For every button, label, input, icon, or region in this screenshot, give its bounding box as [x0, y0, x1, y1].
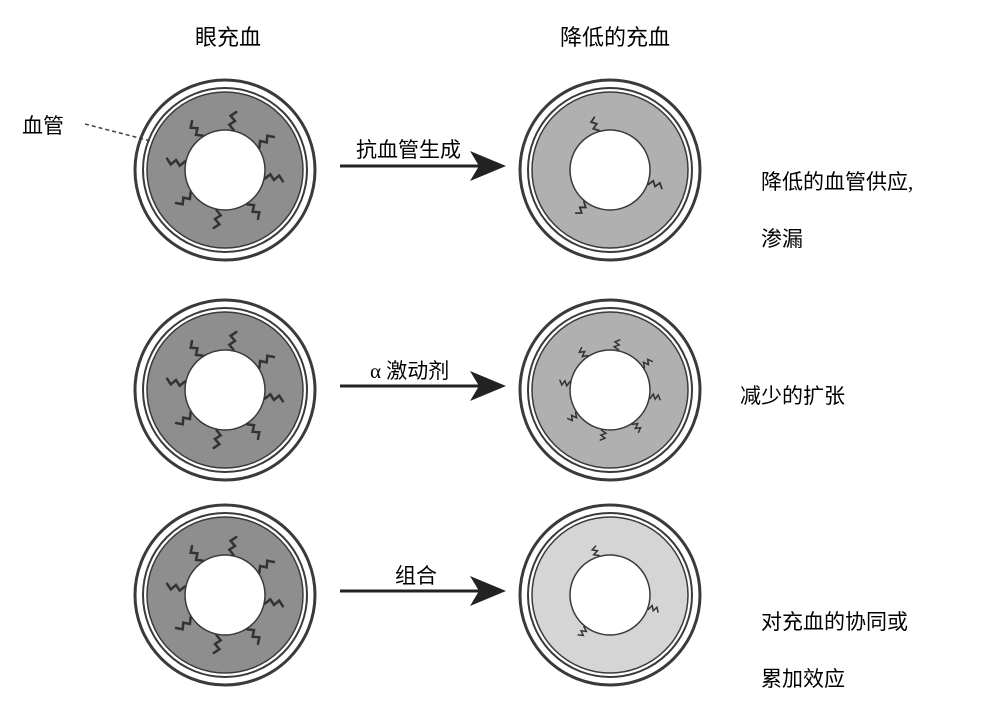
caption-3-line1: 对充血的协同或 [761, 610, 908, 634]
figure-canvas: 眼充血 降低的充血 血管 抗血管生成 α 激动剂 组合 降低的血管供应, 渗漏 … [0, 0, 1000, 707]
caption-1: 降低的血管供应, 渗漏 [740, 140, 913, 282]
caption-3: 对充血的协同或 累加效应 [740, 580, 908, 722]
arrow-3-label: 组合 [395, 560, 437, 590]
caption-2: 减少的扩张 [740, 380, 845, 410]
arrow-2-label: α 激动剂 [370, 355, 449, 385]
caption-1-line2: 渗漏 [761, 227, 803, 251]
caption-3-line2: 累加效应 [761, 667, 845, 691]
arrow-1-label: 抗血管生成 [356, 134, 461, 164]
caption-1-line1: 降低的血管供应, [761, 170, 913, 194]
